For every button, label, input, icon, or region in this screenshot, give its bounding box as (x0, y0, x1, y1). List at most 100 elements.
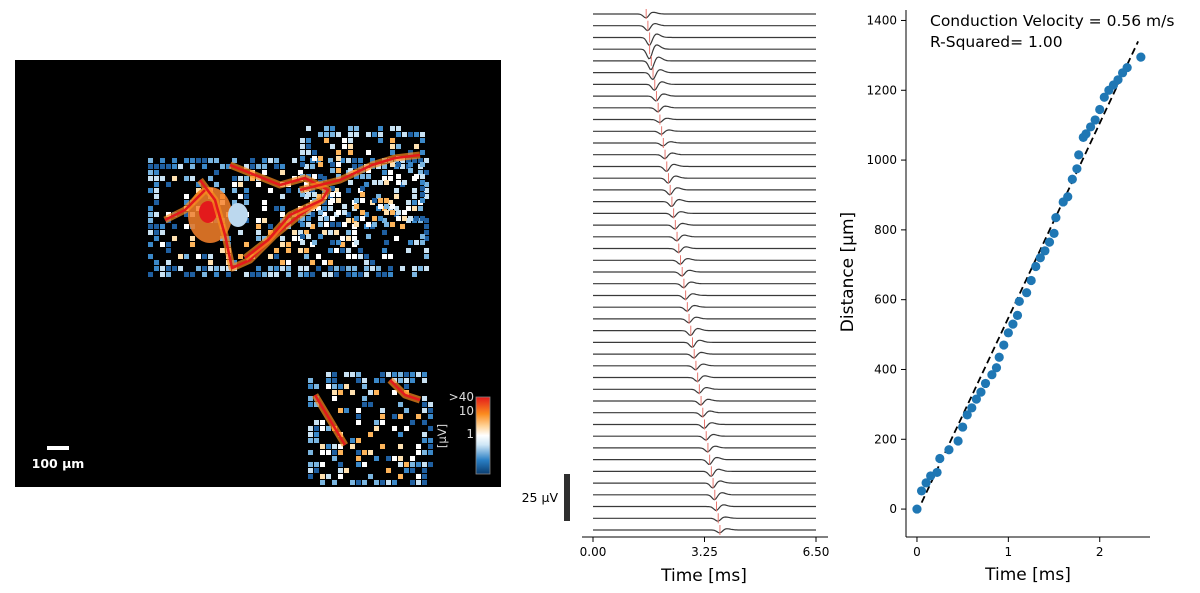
map-pixel (384, 198, 389, 203)
map-pixel (306, 222, 311, 227)
map-pixel (154, 164, 159, 169)
map-pixel (428, 444, 433, 449)
map-pixel (312, 204, 317, 209)
map-pixel (148, 170, 153, 175)
map-pixel (250, 254, 255, 259)
map-pixel (238, 254, 243, 259)
map-pixel (412, 158, 417, 163)
map-pixel (160, 242, 165, 247)
map-pixel (356, 462, 361, 467)
map-pixel (244, 194, 249, 199)
chart-subtitle: R-Squared= 1.00 (930, 33, 1063, 51)
map-pixel (338, 390, 343, 395)
map-pixel (384, 180, 389, 185)
map-pixel (166, 260, 171, 265)
map-pixel (306, 186, 311, 191)
map-pixel (412, 200, 417, 205)
scatter-point (1031, 261, 1041, 272)
map-pixel (352, 164, 357, 169)
trace-line (593, 257, 816, 265)
map-pixel (226, 164, 231, 169)
map-pixel (268, 230, 273, 235)
map-pixel (380, 372, 385, 377)
scatter-point (1058, 197, 1068, 207)
map-pixel (312, 240, 317, 245)
map-pixel (214, 266, 219, 271)
trace-line (593, 456, 816, 466)
scatter-y-tick-label: 200 (874, 432, 897, 446)
map-pixel (366, 234, 371, 239)
scatter-point (999, 340, 1009, 350)
map-pixel (330, 162, 335, 167)
map-pixel (406, 164, 411, 169)
map-pixel (300, 174, 305, 179)
scatter-point (1012, 310, 1023, 320)
map-pixel (324, 222, 329, 227)
map-pixel (316, 200, 321, 205)
map-pixel (402, 132, 407, 137)
map-pixel (280, 194, 285, 199)
map-pixel (352, 236, 357, 241)
map-pixel (358, 188, 363, 193)
map-pixel (214, 170, 219, 175)
map-pixel (308, 438, 313, 443)
map-pixel (428, 408, 433, 413)
colorbar (475, 396, 491, 475)
map-pixel (298, 272, 303, 277)
soma-halo (228, 203, 248, 227)
map-pixel (406, 218, 411, 223)
scatter-point (1095, 104, 1105, 115)
map-pixel (286, 188, 291, 193)
map-pixel (420, 234, 425, 239)
map-pixel (328, 248, 333, 253)
map-pixel (160, 158, 165, 163)
map-pixel (214, 158, 219, 163)
map-pixel (330, 132, 335, 137)
map-pixel (184, 176, 189, 181)
scatter-y-tick-label: 0 (889, 502, 897, 516)
scatter-point (962, 410, 972, 420)
axon-halo (387, 377, 422, 404)
map-pixel (328, 200, 333, 205)
scatter-point (1051, 213, 1061, 223)
map-pixel (386, 372, 391, 377)
map-pixel (356, 414, 361, 419)
map-pixel (332, 444, 337, 449)
map-pixel (378, 180, 383, 185)
map-pixel (386, 456, 391, 461)
map-pixel (166, 164, 171, 169)
map-pixel (380, 420, 385, 425)
trace-line (593, 387, 816, 394)
map-pixel (336, 156, 341, 161)
map-pixel (392, 390, 397, 395)
map-pixel (184, 200, 189, 205)
map-pixel (364, 224, 369, 229)
map-pixel (280, 242, 285, 247)
map-pixel (244, 200, 249, 205)
map-pixel (424, 248, 429, 253)
trace-line (593, 211, 816, 218)
map-pixel (416, 372, 421, 377)
map-pixel (332, 450, 337, 455)
map-pixel (352, 266, 357, 271)
map-pixel (342, 204, 347, 209)
map-pixel (190, 242, 195, 247)
map-pixel (354, 216, 359, 221)
map-pixel (404, 390, 409, 395)
map-pixel (382, 206, 387, 211)
map-pixel (366, 222, 371, 227)
trace-line (593, 152, 816, 160)
map-pixel (308, 450, 313, 455)
map-pixel (346, 266, 351, 271)
map-pixel (390, 126, 395, 131)
map-pixel (314, 432, 319, 437)
map-pixel (394, 164, 399, 169)
map-pixel (326, 384, 331, 389)
map-pixel (348, 180, 353, 185)
map-pixel (300, 222, 305, 227)
scatter-point (967, 403, 977, 413)
map-pixel (412, 188, 417, 193)
map-pixel (428, 402, 433, 407)
map-pixel (346, 236, 351, 241)
map-pixel (214, 272, 219, 277)
